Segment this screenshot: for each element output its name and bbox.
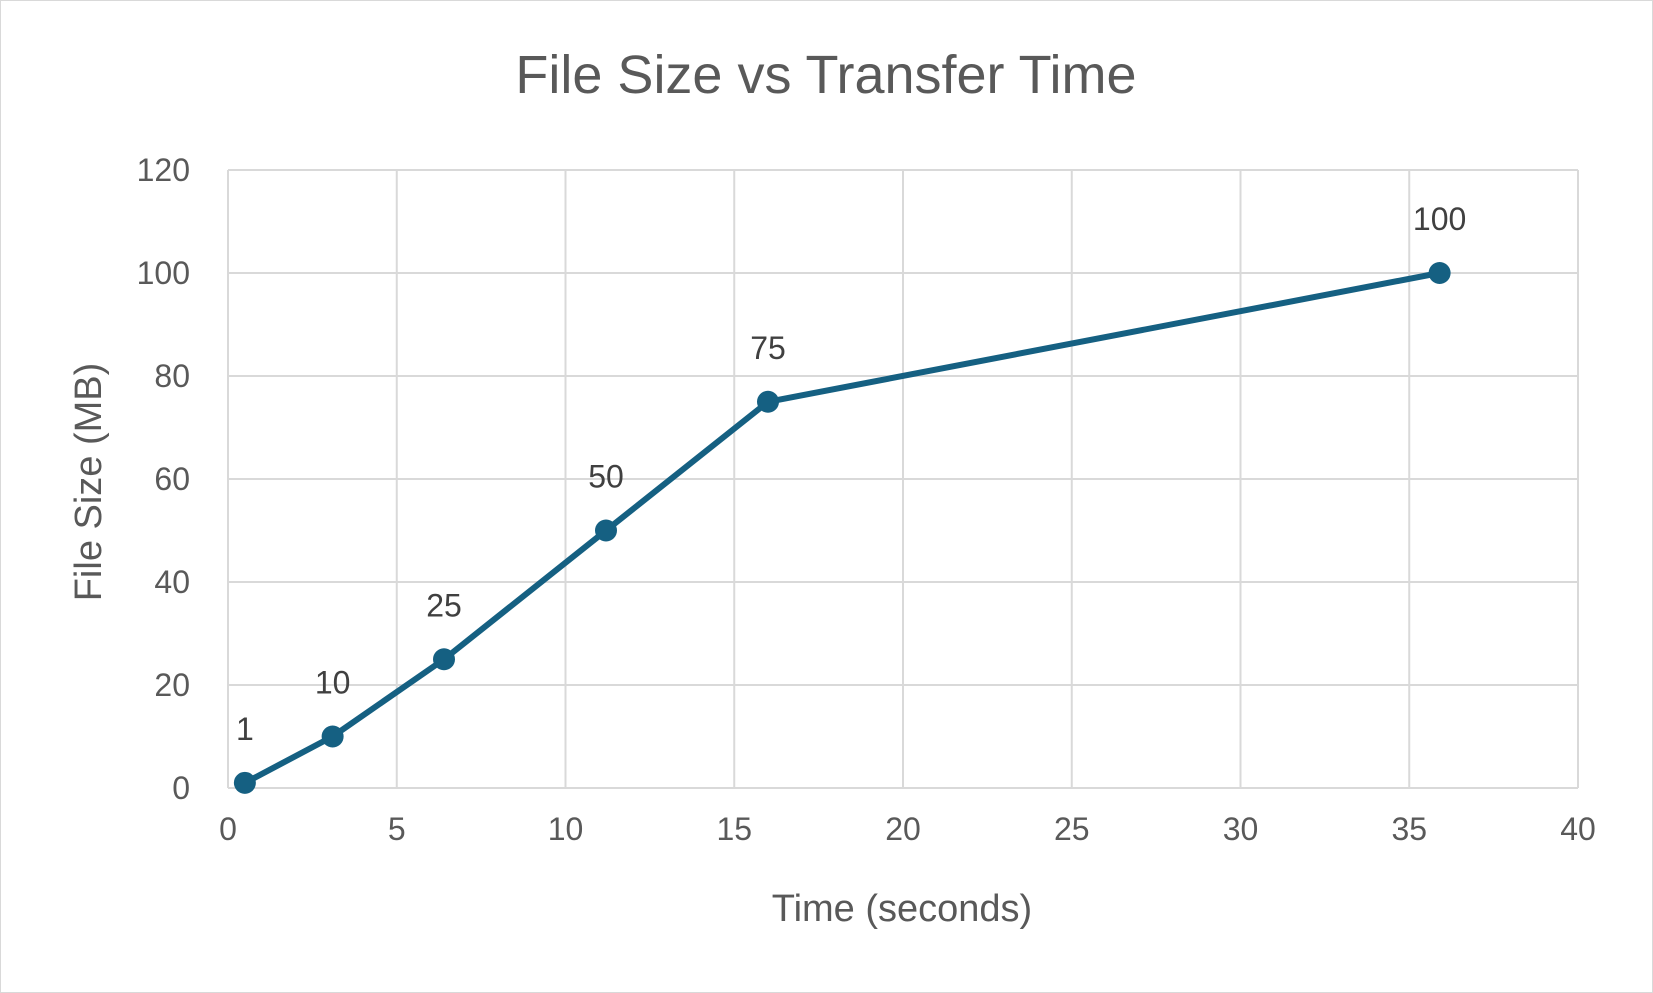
x-axis-title: Time (seconds) <box>772 888 1032 930</box>
data-point <box>757 390 779 413</box>
y-tick-label: 100 <box>137 255 190 291</box>
x-tick-label: 5 <box>388 811 406 847</box>
x-tick-label: 40 <box>1560 811 1596 847</box>
y-tick-label: 120 <box>137 152 190 188</box>
x-tick-label: 30 <box>1223 811 1259 847</box>
data-label: 1 <box>236 711 254 747</box>
x-tick-label: 25 <box>1054 811 1090 847</box>
data-point <box>1428 262 1451 284</box>
x-tick-label: 10 <box>548 811 584 847</box>
y-tick-label: 60 <box>154 461 190 497</box>
data-label: 10 <box>315 665 351 701</box>
y-axis-title: File Size (MB) <box>68 363 110 602</box>
gridlines <box>227 169 1579 789</box>
data-point <box>321 725 344 748</box>
chart-title: File Size vs Transfer Time <box>515 45 1136 105</box>
data-label: 25 <box>426 587 462 623</box>
x-tick-label: 20 <box>885 811 921 847</box>
data-label: 100 <box>1413 201 1466 237</box>
x-tick-label: 35 <box>1391 811 1427 847</box>
data-point <box>433 648 455 671</box>
data-series: 1 10 25 50 75 100 <box>233 201 1466 794</box>
x-tick-label: 15 <box>716 811 752 847</box>
data-label: 75 <box>750 330 786 366</box>
data-point <box>233 771 256 794</box>
y-axis-ticks: 0 20 40 60 80 100 120 <box>137 152 190 806</box>
y-tick-label: 0 <box>172 770 190 806</box>
y-tick-label: 40 <box>154 564 190 600</box>
series-line <box>241 270 1443 786</box>
x-tick-label: 0 <box>219 811 237 847</box>
x-axis-ticks: 0 5 10 15 20 25 30 35 40 <box>219 811 1596 847</box>
data-point <box>595 519 617 542</box>
data-label: 50 <box>588 459 624 495</box>
y-tick-label: 80 <box>154 358 190 394</box>
y-tick-label: 20 <box>154 667 190 703</box>
